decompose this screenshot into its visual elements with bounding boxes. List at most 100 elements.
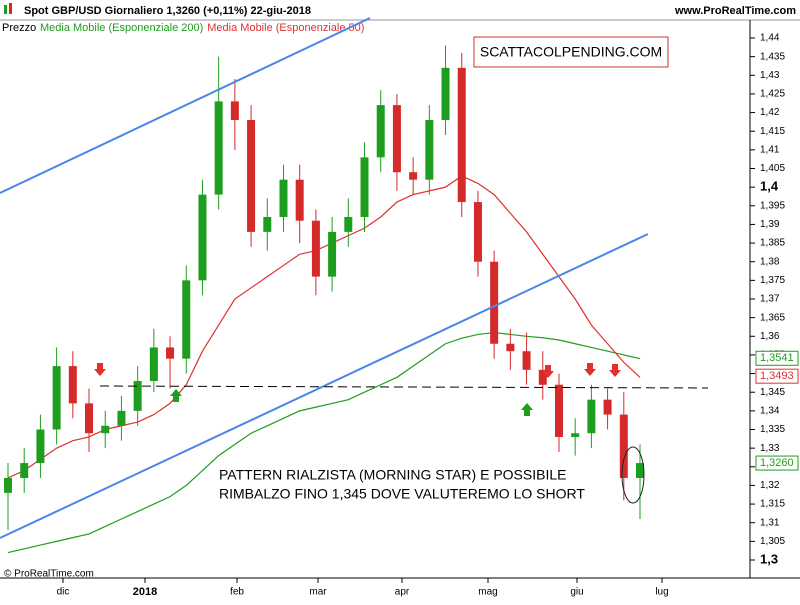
x-tick-label: feb [230, 587, 244, 598]
buy-arrows [170, 389, 533, 416]
candle-body [392, 105, 401, 173]
candle-body [247, 120, 256, 232]
candle-body [4, 477, 12, 493]
candle-body [85, 403, 94, 434]
y-tick-label: 1,345 [760, 387, 785, 398]
candle-body [490, 261, 499, 344]
candle-body [230, 101, 239, 121]
annotation: RIMBALZO FINO 1,345 DOVE VALUTEREMO LO S… [219, 486, 585, 502]
annotation: PATTERN RIALZISTA (MORNING STAR) E POSSI… [219, 467, 566, 483]
candle-body [522, 351, 531, 370]
y-tick-label: 1,31 [760, 517, 780, 528]
candle-body [457, 67, 466, 203]
candle-body [117, 410, 126, 426]
y-tick-label: 1,3 [760, 551, 778, 566]
y-tick-label: 1,34 [760, 405, 780, 416]
candle-body [36, 429, 45, 464]
candle-body [133, 381, 142, 411]
price-tag [755, 368, 799, 384]
legend-entry: Media Mobile (Esponenziale 200) [40, 22, 203, 34]
price-label: Prezzo [2, 22, 36, 34]
candle-body [571, 433, 580, 437]
sell-arrows [94, 363, 621, 378]
candle-body [473, 202, 482, 262]
copyright: © ProRealTime.com [4, 569, 94, 580]
legend-entry: Media Mobile (Esponenziale 50) [207, 22, 364, 34]
candle-body [328, 231, 337, 277]
candle-body [409, 172, 418, 180]
trend-line [0, 17, 371, 194]
candle-body [360, 157, 369, 217]
y-tick-label: 1,42 [760, 107, 780, 118]
icon [4, 5, 7, 14]
candle-body [20, 463, 29, 478]
x-tick-label: lug [655, 587, 668, 598]
price-tag-label: 1,3541 [760, 352, 794, 364]
price-tag-label: 1,3493 [760, 370, 794, 382]
candle-body [101, 425, 110, 434]
candle-body [587, 399, 596, 434]
y-tick-label: 1,36 [760, 331, 780, 342]
y-tick-label: 1,37 [760, 294, 780, 305]
y-tick-label: 1,335 [760, 424, 785, 435]
y-tick-label: 1,395 [760, 200, 785, 211]
x-tick-label: mag [478, 587, 497, 598]
y-tick-label: 1,305 [760, 536, 785, 547]
x-tick-label: mar [309, 587, 327, 598]
x-tick-label: dic [57, 587, 70, 598]
y-tick-label: 1,365 [760, 312, 785, 323]
header-title: Spot GBP/USD Giornaliero 1,3260 (+0,11%)… [24, 5, 311, 17]
x-tick-label: apr [395, 587, 410, 598]
header-site: www.ProRealTime.com [674, 5, 796, 17]
price-tag-label: 1,3260 [760, 457, 794, 469]
y-tick-label: 1,315 [760, 499, 785, 510]
y-tick-label: 1,385 [760, 238, 785, 249]
y-tick-label: 1,44 [760, 33, 780, 44]
candle-body [441, 67, 450, 121]
y-tick-label: 1,38 [760, 256, 780, 267]
y-tick-label: 1,425 [760, 89, 785, 100]
candle-body [619, 414, 628, 478]
y-tick-label: 1,33 [760, 443, 780, 454]
highlight-ellipse [621, 446, 645, 504]
candle-body [68, 366, 77, 404]
y-tick-label: 1,435 [760, 51, 785, 62]
x-tick-label: 2018 [133, 586, 157, 598]
y-tick-label: 1,405 [760, 163, 785, 174]
candle-body [603, 399, 612, 415]
candle-body [538, 369, 547, 385]
moving-average [7, 175, 641, 479]
y-tick-label: 1,32 [760, 480, 780, 491]
candle-body [295, 179, 304, 221]
trend-line [0, 233, 649, 539]
candle-body [554, 384, 563, 437]
legend: Media Mobile (Esponenziale 200) Media Mob… [40, 22, 364, 34]
y-tick-label: 1,4 [760, 179, 779, 194]
moving-average [7, 331, 641, 554]
y-tick-label: 1,39 [760, 219, 780, 230]
watermark: SCATTACOLPENDING.COM [480, 44, 662, 60]
price-tag [755, 455, 799, 471]
candle-body [344, 216, 353, 232]
candle-body [636, 463, 644, 478]
y-tick-label: 1,41 [760, 144, 780, 155]
price-tag [755, 350, 799, 366]
icon [9, 3, 12, 14]
watermark-box [473, 36, 669, 68]
candle-body [425, 120, 434, 180]
candle-body [149, 347, 158, 382]
x-tick-label: giu [570, 587, 583, 598]
candle-body [182, 280, 191, 359]
candle-body [166, 347, 175, 359]
level-line [99, 385, 709, 389]
y-tick-label: 1,415 [760, 126, 785, 137]
y-tick-label: 1,375 [760, 275, 785, 286]
candle-body [506, 343, 515, 352]
candle-body [279, 179, 288, 217]
candle-body [263, 216, 272, 232]
candle-body [52, 366, 61, 430]
candle-body [376, 105, 385, 158]
candle-body [198, 194, 207, 281]
